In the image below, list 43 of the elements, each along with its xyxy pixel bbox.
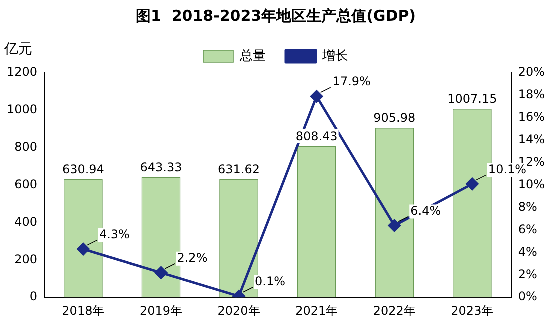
point <box>77 243 90 256</box>
y-tick-label: 200 <box>14 252 38 266</box>
x-tick-label: 2020年 <box>218 304 260 318</box>
y-tick-label: 1000 <box>6 102 38 117</box>
y2-tick-label: 4% <box>518 244 538 259</box>
data-label: 643.33 <box>140 160 182 174</box>
y-tick-label: 0 <box>30 290 38 304</box>
data-label: 17.9% <box>332 74 371 89</box>
data-label: 0.1% <box>255 274 286 289</box>
y-tick-label: 600 <box>14 177 38 192</box>
y2-tick-label: 0% <box>518 290 538 304</box>
y-tick-label: 1200 <box>6 65 38 80</box>
y2-tick-label: 14% <box>518 132 545 147</box>
data-label: 630.94 <box>62 162 104 177</box>
x-tick-label: 2023年 <box>451 304 494 318</box>
x-tick-label: 2018年 <box>62 304 105 318</box>
data-label: 2.2% <box>177 251 208 266</box>
y2-tick-label: 10% <box>518 177 545 192</box>
data-label: 808.43 <box>296 129 338 144</box>
y2-tick-label: 2% <box>518 267 538 282</box>
data-label: 4.3% <box>99 227 130 242</box>
point <box>466 178 479 190</box>
point <box>310 90 324 103</box>
legend-label: 增长 <box>322 48 348 64</box>
y2-tick-label: 20% <box>518 65 545 80</box>
data-label: 1007.15 <box>448 92 498 106</box>
x-tick-label: 2019年 <box>140 304 183 318</box>
data-label: 631.62 <box>218 162 260 177</box>
y2-tick-label: 8% <box>518 200 538 214</box>
y-axis-title: 亿元 <box>4 42 33 58</box>
data-label: 905.98 <box>374 111 416 126</box>
point <box>154 266 168 280</box>
chart-title: 图1 2018-2023年地区生产总值(GDP) <box>136 6 416 25</box>
y2-tick-label: 6% <box>518 222 538 236</box>
x-tick-label: 2021年 <box>296 304 338 318</box>
y2-tick-label: 16% <box>518 110 545 124</box>
point <box>388 219 401 232</box>
x-tick-label: 2022年 <box>373 304 416 318</box>
data-label: 6.4% <box>410 204 442 218</box>
y-tick-label: 800 <box>14 140 38 154</box>
y2-tick-label: 18% <box>518 88 545 102</box>
y-tick-label: 400 <box>14 214 38 229</box>
legend-label: 总量 <box>239 48 266 64</box>
